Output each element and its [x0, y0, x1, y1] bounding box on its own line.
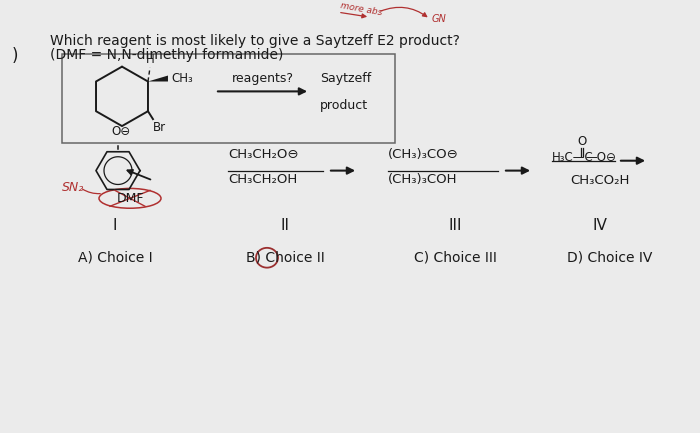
Text: Saytzeff: Saytzeff	[320, 72, 371, 85]
Text: H₃C—C: H₃C—C	[552, 151, 594, 164]
Text: CH₃CH₂OH: CH₃CH₂OH	[228, 173, 298, 186]
Text: DMF: DMF	[116, 192, 144, 205]
Text: III: III	[448, 217, 462, 233]
Text: Which reagent is most likely to give a Saytzeff E2 product?: Which reagent is most likely to give a S…	[50, 34, 460, 48]
Text: GN: GN	[432, 14, 447, 24]
Text: CH₃: CH₃	[171, 72, 192, 85]
Text: SN₂: SN₂	[62, 181, 84, 194]
Text: D) Choice IV: D) Choice IV	[567, 251, 652, 265]
Text: more abs: more abs	[340, 1, 384, 17]
Text: O: O	[578, 135, 587, 148]
Bar	[62, 54, 395, 143]
Text: —O⊖: —O⊖	[585, 151, 616, 164]
Text: B) Choice II: B) Choice II	[246, 251, 324, 265]
Text: O⊖: O⊖	[111, 125, 131, 138]
Text: II: II	[281, 217, 290, 233]
Text: A) Choice I: A) Choice I	[78, 251, 153, 265]
Polygon shape	[148, 75, 168, 81]
Text: H: H	[146, 53, 155, 66]
Text: (CH₃)₃CO⊖: (CH₃)₃CO⊖	[388, 148, 458, 161]
Text: I: I	[113, 217, 118, 233]
Text: (DMF = N,N-dimethyl formamide): (DMF = N,N-dimethyl formamide)	[50, 48, 284, 62]
Text: CH₃CH₂O⊖: CH₃CH₂O⊖	[228, 148, 298, 161]
Text: product: product	[320, 99, 368, 112]
Text: (CH₃)₃COH: (CH₃)₃COH	[388, 173, 458, 186]
Text: IV: IV	[593, 217, 608, 233]
Text: ): )	[12, 47, 18, 65]
Text: C) Choice III: C) Choice III	[414, 251, 496, 265]
Text: CH₃CO₂H: CH₃CO₂H	[570, 174, 629, 187]
Text: Br: Br	[153, 121, 166, 134]
Text: reagents?: reagents?	[232, 72, 293, 85]
